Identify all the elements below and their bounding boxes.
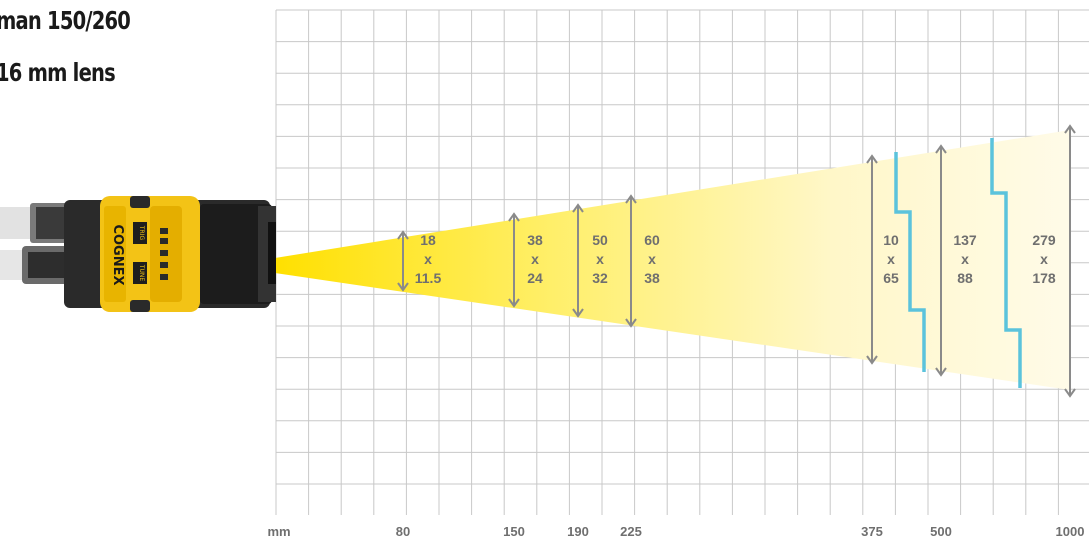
fov-label: 279 x 178 bbox=[1019, 231, 1069, 288]
depth-marker-near bbox=[894, 152, 926, 372]
fov-arrow bbox=[397, 230, 409, 292]
tune-button-label: TUNE bbox=[138, 264, 145, 282]
fov-label-sep: x bbox=[424, 251, 432, 267]
fov-label-width: 279 bbox=[1032, 232, 1056, 248]
fov-label-sep: x bbox=[596, 251, 604, 267]
fov-arrow bbox=[1064, 124, 1076, 398]
fov-label-width: 18 bbox=[420, 232, 436, 248]
fov-arrow bbox=[866, 154, 878, 365]
fov-label: 50 x 32 bbox=[575, 231, 625, 288]
fov-label: 137 x 88 bbox=[940, 231, 990, 288]
fov-label-sep: x bbox=[648, 251, 656, 267]
axis-tick-label: 225 bbox=[620, 524, 642, 539]
fov-label: 38 x 24 bbox=[510, 231, 560, 288]
title-line-1: man 150/260 bbox=[0, 6, 131, 35]
axis-tick-label: 80 bbox=[395, 524, 411, 539]
fov-label: 60 x 38 bbox=[627, 231, 677, 288]
fov-arrow bbox=[625, 194, 637, 328]
title-line-2: 16 mm lens bbox=[0, 58, 116, 87]
fov-label-height: 24 bbox=[527, 270, 543, 286]
fov-label-width: 50 bbox=[592, 232, 608, 248]
camera-brand-logo: COGNEX bbox=[110, 224, 125, 285]
axis-tick-label: 500 bbox=[930, 524, 952, 539]
fov-label-width: 10 bbox=[883, 232, 899, 248]
fov-label-sep: x bbox=[887, 251, 895, 267]
fov-label-height: 178 bbox=[1032, 270, 1056, 286]
fov-label-height: 32 bbox=[592, 270, 608, 286]
fov-label-height: 38 bbox=[644, 270, 660, 286]
cable-connector-top bbox=[0, 203, 70, 243]
fov-label-width: 60 bbox=[644, 232, 660, 248]
axis-tick-label: 1000 bbox=[1055, 524, 1085, 539]
fov-label-width: 137 bbox=[953, 232, 977, 248]
fov-arrows bbox=[397, 124, 1076, 398]
axis-tick-label: 190 bbox=[567, 524, 589, 539]
axis-tick-label: 150 bbox=[503, 524, 525, 539]
camera-lens-mount bbox=[268, 222, 276, 284]
fov-label-height: 88 bbox=[957, 270, 973, 286]
fov-label-width: 38 bbox=[527, 232, 543, 248]
fov-arrow bbox=[572, 203, 584, 318]
fov-label-sep: x bbox=[531, 251, 539, 267]
fov-arrow bbox=[508, 212, 520, 308]
fov-label: 18 x 11.5 bbox=[403, 231, 453, 288]
camera: COGNEX TRIG TUNE bbox=[0, 196, 276, 312]
axis-unit-label: mm bbox=[267, 524, 291, 539]
depth-marker-far bbox=[990, 138, 1022, 388]
fov-label-sep: x bbox=[961, 251, 969, 267]
fov-label-height: 65 bbox=[883, 270, 899, 286]
trig-button-label: TRIG bbox=[138, 225, 145, 241]
fov-arrow bbox=[935, 144, 947, 377]
axis-tick-label: 375 bbox=[861, 524, 883, 539]
fov-label-height: 11.5 bbox=[414, 270, 442, 286]
fov-label-sep: x bbox=[1040, 251, 1048, 267]
fov-label: 10 x 65 bbox=[866, 231, 916, 288]
cable-connector-bottom bbox=[0, 246, 72, 284]
